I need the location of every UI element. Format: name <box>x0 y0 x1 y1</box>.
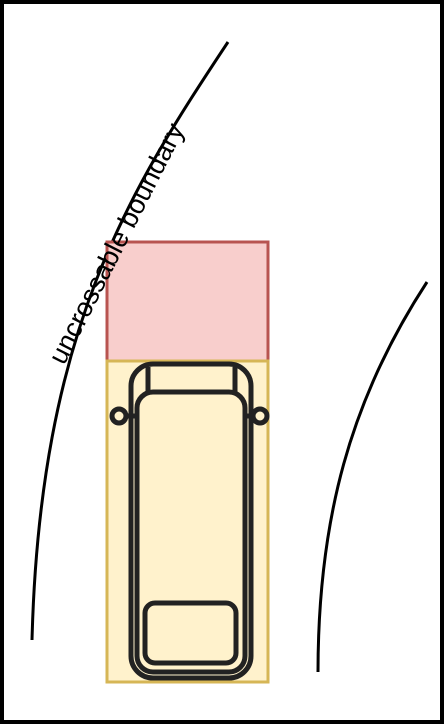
vehicle-body-outline <box>128 361 254 681</box>
right-road-edge-curve <box>316 281 429 673</box>
vehicle-top-view-icon <box>109 361 270 681</box>
rear-window <box>142 600 239 666</box>
forbidden-zone <box>105 240 270 363</box>
left-boundary-curve <box>30 41 230 641</box>
vehicle-inner-outline <box>134 389 248 675</box>
